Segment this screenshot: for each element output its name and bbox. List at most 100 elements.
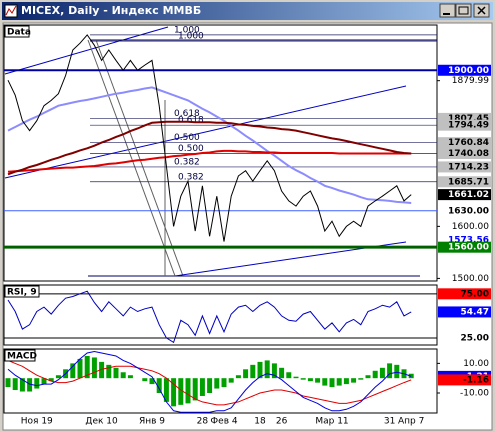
y-tick-label: 10.00 xyxy=(463,359,489,369)
histogram-bar xyxy=(113,367,119,379)
histogram-bar xyxy=(91,357,97,379)
histogram-bar xyxy=(149,378,155,385)
histogram-bar xyxy=(264,360,270,379)
main-plot: 1.000 0.618 0.500 0.382 1.000 0.618 0.500 0.382 xyxy=(4,25,437,249)
panel-label-box xyxy=(4,285,40,298)
axes: Data1879.991600.001500.001900.001807.451… xyxy=(4,25,491,427)
price-marker-label: 54.47 xyxy=(461,307,489,317)
app-icon-glyph xyxy=(5,5,17,16)
histogram-bar xyxy=(286,372,292,379)
x-tick-label: 26 xyxy=(276,417,288,427)
fibonacci-label: 0.382 xyxy=(174,157,200,167)
fibonacci-label: 1.000 xyxy=(174,25,200,35)
price-marker xyxy=(438,332,491,344)
close-glyph xyxy=(477,6,486,15)
histogram-bar xyxy=(156,378,162,393)
price-marker-label: 1560.00 xyxy=(448,243,489,253)
x-tick-label: Ноя 19 xyxy=(21,417,53,427)
price-marker-label: 75.00 xyxy=(461,289,489,299)
histogram-bar xyxy=(358,378,364,380)
histogram-bar xyxy=(41,378,47,385)
maximize-button[interactable] xyxy=(455,3,472,18)
histogram-bar xyxy=(235,375,241,379)
price-marker-label: 25.00 xyxy=(461,333,489,343)
histogram-bar xyxy=(27,378,33,392)
window-title: MICEX, Daily - Индекс ММВБ xyxy=(21,4,201,17)
histogram-bar xyxy=(199,378,205,396)
fibonacci-label: 0.500 xyxy=(178,144,204,154)
histogram-bar xyxy=(243,369,249,379)
histogram-bar xyxy=(120,372,126,379)
x-tick-label: Мар 11 xyxy=(315,417,348,427)
price-marker xyxy=(438,161,491,173)
histogram-bar xyxy=(12,378,18,391)
price-marker-label: 1685.71 xyxy=(448,177,489,187)
price-marker-label: 1760.84 xyxy=(448,138,489,148)
price-marker-label: 1794.49 xyxy=(448,121,489,131)
histogram-bar xyxy=(343,378,349,385)
price-marker-label: 1573.56 xyxy=(448,236,489,246)
panel-label-box xyxy=(4,25,30,38)
price-marker xyxy=(438,112,491,124)
histogram-bar xyxy=(351,378,357,383)
histogram-bar xyxy=(293,376,299,379)
fibonacci-label: 0.382 xyxy=(178,172,204,182)
price-marker xyxy=(438,288,491,300)
panel-label: Data xyxy=(7,28,31,38)
series-line xyxy=(7,120,412,176)
histogram-bar xyxy=(387,363,393,379)
price-marker-label: 1630.00 xyxy=(448,206,489,216)
price-marker xyxy=(438,64,491,76)
histogram-bar xyxy=(127,375,133,379)
y-tick-label: -10.00 xyxy=(460,389,489,399)
trend-lines xyxy=(4,26,437,277)
histogram-bar xyxy=(322,378,328,386)
x-tick-label: Дек 10 xyxy=(85,417,118,427)
histogram-bar xyxy=(163,378,169,402)
histogram-bar xyxy=(279,367,285,379)
histogram-bar xyxy=(70,363,76,379)
series-line xyxy=(7,350,412,413)
price-marker xyxy=(438,374,491,386)
histogram-bar xyxy=(5,378,11,388)
histogram-bar xyxy=(257,361,263,379)
histogram-bar xyxy=(221,378,227,388)
histogram-bar xyxy=(106,364,112,379)
window-buttons[interactable] xyxy=(439,3,490,18)
trend-line xyxy=(4,85,407,179)
histogram-bar xyxy=(84,355,90,379)
price-marker-label: 1740.08 xyxy=(448,149,489,159)
histogram-bar xyxy=(99,361,105,379)
price-marker xyxy=(438,176,491,188)
series-line xyxy=(7,34,412,242)
fibonacci-label: 0.500 xyxy=(174,133,200,143)
series-line xyxy=(7,290,412,344)
histogram-bar xyxy=(55,375,61,379)
main-panel xyxy=(3,24,438,282)
chart-area xyxy=(2,22,493,431)
x-tick-label: 31 xyxy=(384,417,395,427)
fibonacci-label: 0.618 xyxy=(178,116,204,126)
macd-plot xyxy=(5,350,414,413)
price-marker xyxy=(438,137,491,149)
x-tick-label: 18 xyxy=(254,417,266,427)
x-tick-label: Янв 9 xyxy=(139,417,165,427)
maximize-glyph xyxy=(458,6,469,15)
minimize-button[interactable] xyxy=(439,3,456,18)
histogram-bar xyxy=(48,378,54,382)
histogram-bar xyxy=(336,378,342,386)
panel-label: MACD xyxy=(7,352,37,362)
price-marker-label: 1900.00 xyxy=(448,66,489,76)
histogram-bar xyxy=(372,370,378,379)
title-bar xyxy=(2,2,493,20)
series-line xyxy=(7,149,412,173)
histogram-bar xyxy=(77,358,83,379)
histogram-bar xyxy=(185,378,191,404)
fibonacci-label: 1.000 xyxy=(178,32,204,42)
price-marker xyxy=(438,234,491,246)
series-line xyxy=(7,359,412,406)
histogram-bar xyxy=(19,378,25,392)
price-marker xyxy=(438,241,491,253)
x-tick-label: Фев 4 xyxy=(210,417,237,427)
